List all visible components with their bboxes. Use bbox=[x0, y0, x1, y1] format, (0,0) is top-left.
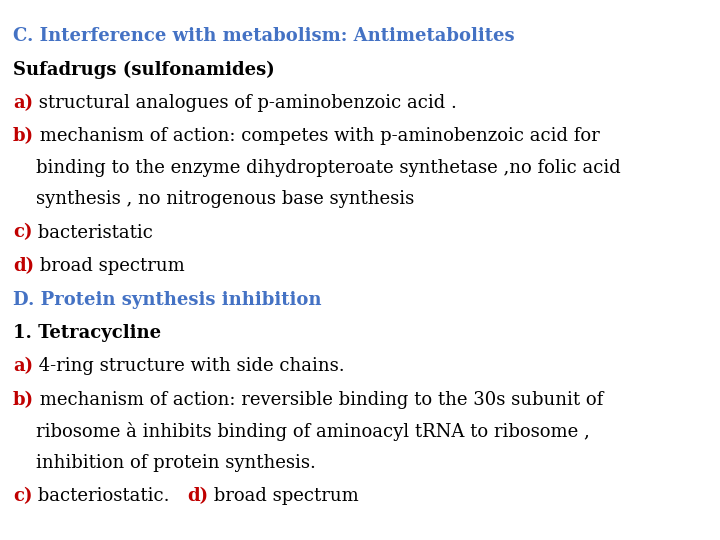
Text: bacteriostatic.: bacteriostatic. bbox=[32, 487, 187, 505]
Text: c): c) bbox=[13, 224, 32, 241]
Text: Sufadrugs (sulfonamides): Sufadrugs (sulfonamides) bbox=[13, 60, 275, 79]
Text: synthesis , no nitrogenous base synthesis: synthesis , no nitrogenous base synthesi… bbox=[13, 190, 414, 208]
Text: ribosome à inhibits binding of aminoacyl tRNA to ribosome ,: ribosome à inhibits binding of aminoacyl… bbox=[13, 422, 590, 441]
Text: C. Interference with metabolism: Antimetabolites: C. Interference with metabolism: Antimet… bbox=[13, 27, 515, 45]
Text: binding to the enzyme dihydropteroate synthetase ,no folic acid: binding to the enzyme dihydropteroate sy… bbox=[13, 159, 621, 177]
Text: 4-ring structure with side chains.: 4-ring structure with side chains. bbox=[33, 357, 345, 375]
Text: d): d) bbox=[13, 257, 34, 275]
Text: 1. Tetracycline: 1. Tetracycline bbox=[13, 324, 161, 342]
Text: D. Protein synthesis inhibition: D. Protein synthesis inhibition bbox=[13, 291, 321, 308]
Text: structural analogues of p-aminobenzoic acid .: structural analogues of p-aminobenzoic a… bbox=[33, 94, 457, 112]
Text: d): d) bbox=[187, 487, 208, 505]
Text: inhibition of protein synthesis.: inhibition of protein synthesis. bbox=[13, 454, 316, 471]
Text: broad spectrum: broad spectrum bbox=[208, 487, 359, 505]
Text: broad spectrum: broad spectrum bbox=[34, 257, 185, 275]
Text: b): b) bbox=[13, 127, 34, 145]
Text: c): c) bbox=[13, 487, 32, 505]
Text: mechanism of action: reversible binding to the 30s subunit of: mechanism of action: reversible binding … bbox=[34, 391, 603, 409]
Text: b): b) bbox=[13, 391, 34, 409]
Text: a): a) bbox=[13, 357, 33, 375]
Text: bacteristatic: bacteristatic bbox=[32, 224, 153, 241]
Text: mechanism of action: competes with p-aminobenzoic acid for: mechanism of action: competes with p-ami… bbox=[34, 127, 600, 145]
Text: a): a) bbox=[13, 94, 33, 112]
